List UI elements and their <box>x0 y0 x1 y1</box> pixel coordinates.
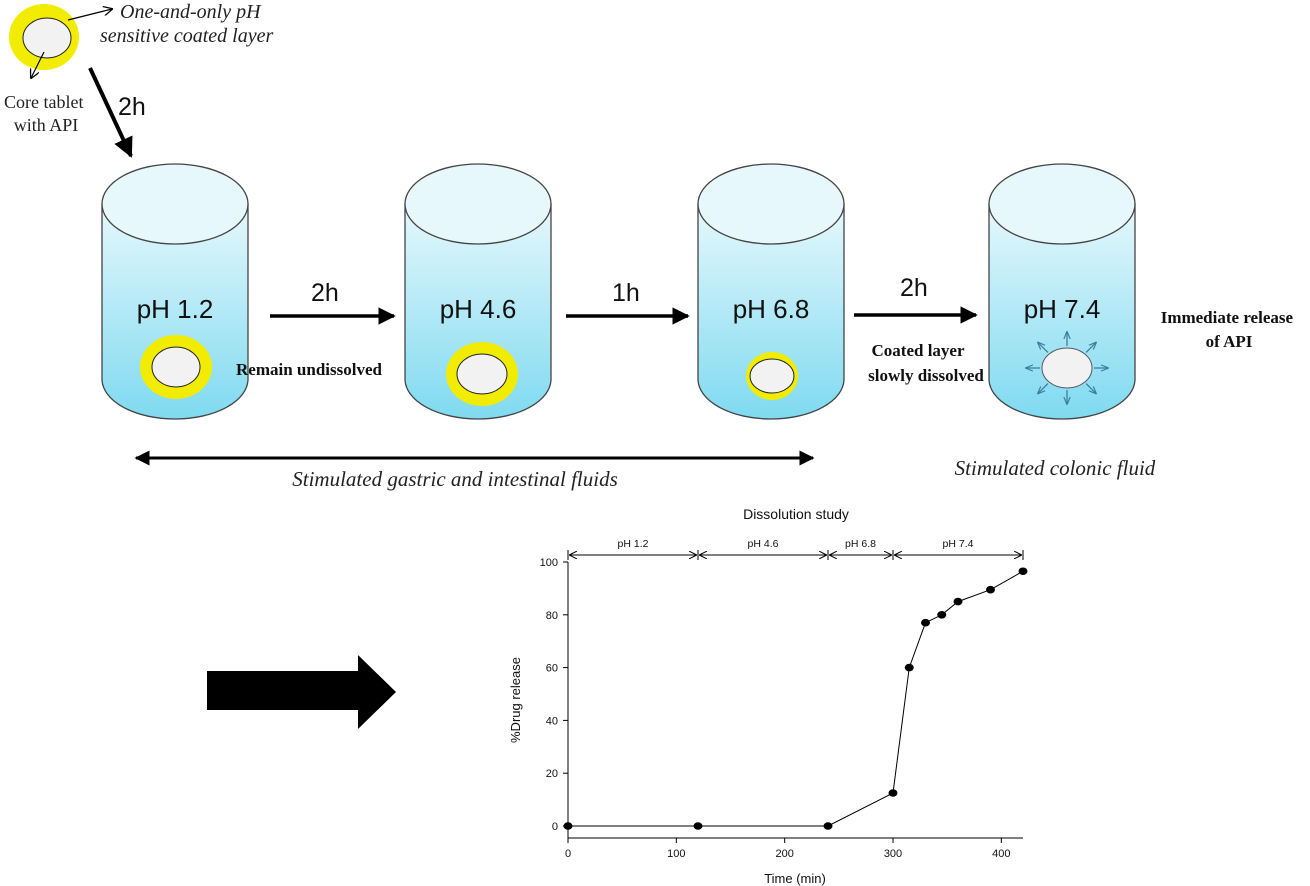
release-arrow <box>1085 383 1096 394</box>
transfer-time-1: 2h <box>311 279 339 307</box>
vessel-top <box>101 163 249 245</box>
chart-xlabel: Time (min) <box>764 871 826 886</box>
gastric-intestinal-label: Stimulated gastric and intestinal fluids <box>292 467 618 491</box>
tablet-legend: One-and-only pH sensitive coated layer C… <box>4 1 273 158</box>
x-tick-label: 100 <box>667 848 685 860</box>
released-core <box>1041 347 1093 389</box>
data-point <box>921 618 930 627</box>
coated-layer-label: One-and-only pH sensitive coated layer <box>100 1 273 47</box>
data-point <box>904 663 914 672</box>
ph-range-label: pH 4.6 <box>748 538 779 550</box>
transfer-time-3: 2h <box>900 274 928 302</box>
core-pointer-arrow <box>31 51 45 78</box>
entry-arrow <box>88 67 133 158</box>
vessel-top <box>988 163 1136 245</box>
y-tick-label: 80 <box>546 610 558 622</box>
vessel-ph-label: pH 4.6 <box>440 294 517 324</box>
x-tick-label: 200 <box>775 848 793 860</box>
tablet-core <box>151 346 201 388</box>
data-point <box>693 822 703 830</box>
data-point <box>1018 567 1028 576</box>
ph-range-label: pH 1.2 <box>618 538 649 550</box>
vessels: pH 1.2 pH 4.6 pH 6.8 pH 7.4 <box>101 163 1136 420</box>
coated-layer-note: Coated layer slowly dissolved <box>868 341 984 385</box>
data-point <box>823 822 833 830</box>
remain-undissolved-note: Remain undissolved <box>236 360 382 379</box>
entry-time-label: 2h <box>118 93 146 121</box>
vessel-2: pH 4.6 <box>404 163 552 420</box>
tablet-core <box>456 353 508 395</box>
release-arrow <box>1038 343 1049 353</box>
immediate-release-note: Immediate release of API <box>1161 308 1298 351</box>
vessel-top <box>404 163 552 245</box>
result-block-arrow <box>207 655 396 729</box>
chart-title: Dissolution study <box>743 506 849 522</box>
release-arrow <box>1085 343 1096 353</box>
transfer-arrows: 2h 1h 2h <box>270 274 978 325</box>
core-tablet-label: Core tablet with API <box>4 92 88 135</box>
y-tick-label: 60 <box>546 663 558 675</box>
data-point <box>937 611 947 619</box>
transfer-time-2: 1h <box>612 279 640 307</box>
layer-pointer-arrow <box>67 9 112 21</box>
chart-series <box>563 567 1028 830</box>
y-tick-label: 40 <box>546 715 558 727</box>
vessel-ph-label: pH 7.4 <box>1024 294 1101 324</box>
x-tick-label: 0 <box>565 848 571 860</box>
x-tick-label: 300 <box>884 848 902 860</box>
series-line <box>568 570 1024 827</box>
vessel-body <box>697 203 845 420</box>
tablet-core <box>749 358 795 394</box>
colonic-fluid-label: Stimulated colonic fluid <box>955 456 1156 480</box>
data-point <box>986 585 995 594</box>
vessel-top <box>697 163 845 245</box>
chart-ph-ranges: pH 1.2 pH 4.6 pH 6.8 pH 7.4 <box>567 538 1024 560</box>
data-point <box>563 822 573 830</box>
tablet-core <box>22 17 72 59</box>
vessel-3: pH 6.8 <box>697 163 845 420</box>
x-tick-label: 400 <box>992 848 1010 860</box>
ph-range-label: pH 7.4 <box>943 538 974 550</box>
data-point <box>888 789 898 797</box>
vessel-1: pH 1.2 <box>101 163 249 420</box>
ph-range-label: pH 6.8 <box>845 538 876 550</box>
vessel-4: pH 7.4 <box>988 163 1136 420</box>
data-point <box>953 597 963 606</box>
release-arrow <box>1038 383 1049 394</box>
vessel-ph-label: pH 6.8 <box>733 294 810 324</box>
y-tick-label: 0 <box>552 821 558 833</box>
y-tick-label: 20 <box>546 768 558 780</box>
chart-ylabel: %Drug release <box>508 657 523 743</box>
chart-axes: 0 20 40 60 80 100 0 100 200 300 400 <box>540 557 1023 860</box>
y-tick-label: 100 <box>540 557 558 569</box>
dissolution-chart: Dissolution study Time (min) %Drug relea… <box>508 506 1028 886</box>
vessel-ph-label: pH 1.2 <box>137 294 214 324</box>
